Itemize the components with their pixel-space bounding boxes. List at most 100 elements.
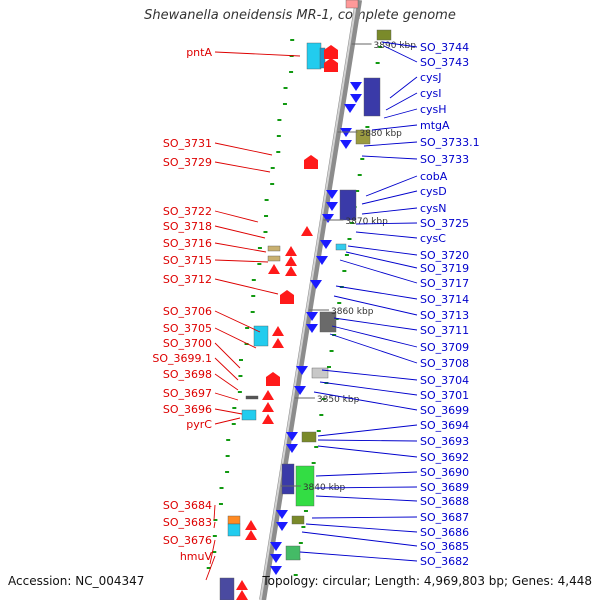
gene-block-tan[interactable] [267, 245, 281, 252]
gene-block[interactable] [319, 311, 337, 333]
right-gene-label[interactable]: SO_3733.1 [420, 136, 480, 149]
reverse-gene-arrow[interactable] [306, 324, 318, 333]
right-gene-label[interactable]: SO_3719 [420, 262, 469, 275]
left-gene-label[interactable]: pntA [186, 46, 212, 59]
left-gene-label[interactable]: SO_3683 [163, 516, 212, 529]
reverse-gene-arrow[interactable] [306, 312, 318, 321]
right-gene-label[interactable]: SO_3690 [420, 466, 469, 479]
right-gene-label[interactable]: SO_3714 [420, 293, 469, 306]
left-gene-label[interactable]: SO_3698 [163, 368, 212, 381]
left-gene-label[interactable]: SO_3715 [163, 254, 212, 267]
forward-gene-arrow[interactable] [262, 402, 274, 412]
left-gene-label[interactable]: SO_3684 [163, 499, 212, 512]
right-gene-label[interactable]: SO_3689 [420, 481, 469, 494]
gene-block[interactable] [311, 367, 329, 379]
gene-block-green[interactable] [285, 545, 301, 561]
right-gene-label[interactable]: SO_3717 [420, 277, 469, 290]
gene-block-olive[interactable] [291, 515, 305, 525]
forward-gene-arrow[interactable] [245, 520, 257, 530]
reverse-gene-arrow[interactable] [286, 444, 298, 453]
forward-gene-arrow[interactable] [272, 326, 284, 336]
right-gene-label[interactable]: SO_3692 [420, 451, 469, 464]
forward-gene-arrow[interactable] [324, 45, 338, 59]
right-gene-label[interactable]: SO_3694 [420, 419, 469, 432]
right-gene-label[interactable]: SO_3708 [420, 357, 469, 370]
right-gene-label[interactable]: SO_3743 [420, 56, 469, 69]
forward-gene-arrow[interactable] [236, 590, 248, 600]
forward-gene-arrow[interactable] [280, 290, 294, 304]
right-gene-label[interactable]: cysN [420, 202, 447, 215]
gene-block-cyan[interactable] [335, 243, 347, 251]
reverse-gene-arrow[interactable] [296, 366, 308, 375]
forward-gene-arrow[interactable] [262, 390, 274, 400]
right-gene-label[interactable]: SO_3733 [420, 153, 469, 166]
gene-block-cyan[interactable] [227, 523, 241, 537]
left-gene-label[interactable]: SO_3699.1 [152, 352, 212, 365]
right-gene-label[interactable]: cobA [420, 170, 448, 183]
left-gene-label[interactable]: SO_3676 [163, 534, 212, 547]
left-gene-label[interactable]: SO_3716 [163, 237, 212, 250]
reverse-gene-arrow[interactable] [270, 554, 282, 563]
right-gene-label[interactable]: SO_3744 [420, 41, 469, 54]
right-gene-label[interactable]: SO_3686 [420, 526, 469, 539]
forward-gene-arrow[interactable] [236, 580, 248, 590]
left-gene-label[interactable]: SO_3696 [163, 403, 212, 416]
right-gene-label[interactable]: SO_3682 [420, 555, 469, 568]
right-gene-label[interactable]: cysJ [420, 71, 442, 84]
left-gene-label[interactable]: SO_3700 [163, 337, 212, 350]
forward-gene-arrow[interactable] [262, 414, 274, 424]
reverse-gene-arrow[interactable] [286, 432, 298, 441]
reverse-gene-arrow[interactable] [340, 140, 352, 149]
forward-gene-arrow[interactable] [268, 264, 280, 274]
reverse-gene-arrow[interactable] [270, 542, 282, 551]
reverse-gene-arrow[interactable] [276, 522, 288, 531]
forward-gene-arrow[interactable] [266, 372, 280, 386]
reverse-gene-arrow[interactable] [326, 202, 338, 211]
forward-gene-arrow[interactable] [285, 266, 297, 276]
left-gene-label[interactable]: SO_3722 [163, 205, 212, 218]
right-gene-label[interactable]: SO_3713 [420, 309, 469, 322]
reverse-gene-arrow[interactable] [294, 386, 306, 395]
reverse-gene-arrow[interactable] [350, 82, 362, 91]
reverse-gene-arrow[interactable] [350, 94, 362, 103]
gene-block-olive[interactable] [376, 29, 392, 41]
right-gene-label[interactable]: SO_3701 [420, 389, 469, 402]
right-gene-label[interactable]: cysC [420, 232, 446, 245]
gene-block-olive[interactable] [355, 129, 371, 145]
reverse-gene-arrow[interactable] [310, 280, 322, 289]
left-gene-label[interactable]: SO_3731 [163, 137, 212, 150]
right-gene-label[interactable]: SO_3685 [420, 540, 469, 553]
forward-gene-arrow[interactable] [285, 256, 297, 266]
left-gene-label[interactable]: SO_3706 [163, 305, 212, 318]
left-gene-label[interactable]: SO_3705 [163, 322, 212, 335]
forward-gene-arrow[interactable] [301, 226, 313, 236]
forward-gene-arrow[interactable] [245, 530, 257, 540]
right-gene-label[interactable]: SO_3720 [420, 249, 469, 262]
right-gene-label[interactable]: cysI [420, 87, 442, 100]
right-gene-label[interactable]: SO_3693 [420, 435, 469, 448]
reverse-gene-arrow[interactable] [270, 566, 282, 575]
right-gene-label[interactable]: SO_3704 [420, 374, 469, 387]
gene-block-cyan[interactable] [253, 325, 269, 347]
gene-block-tan[interactable] [267, 255, 281, 262]
reverse-gene-arrow[interactable] [276, 510, 288, 519]
gene-block[interactable] [339, 189, 357, 221]
forward-gene-arrow[interactable] [324, 58, 338, 72]
reverse-gene-arrow[interactable] [320, 240, 332, 249]
left-gene-label[interactable]: SO_3697 [163, 387, 212, 400]
gene-block[interactable] [345, 0, 359, 9]
reverse-gene-arrow[interactable] [344, 104, 356, 113]
right-gene-label[interactable]: mtgA [420, 119, 450, 132]
gene-block-olive[interactable] [301, 431, 317, 443]
right-gene-label[interactable]: SO_3711 [420, 324, 469, 337]
right-gene-label[interactable]: cysH [420, 103, 447, 116]
left-gene-label[interactable]: SO_3729 [163, 156, 212, 169]
gene-block[interactable] [219, 577, 235, 600]
right-gene-label[interactable]: SO_3725 [420, 217, 469, 230]
forward-gene-arrow[interactable] [285, 246, 297, 256]
right-gene-label[interactable]: SO_3688 [420, 495, 469, 508]
reverse-gene-arrow[interactable] [316, 256, 328, 265]
right-gene-label[interactable]: SO_3709 [420, 341, 469, 354]
forward-gene-arrow[interactable] [304, 155, 318, 169]
left-gene-label[interactable]: SO_3712 [163, 273, 212, 286]
